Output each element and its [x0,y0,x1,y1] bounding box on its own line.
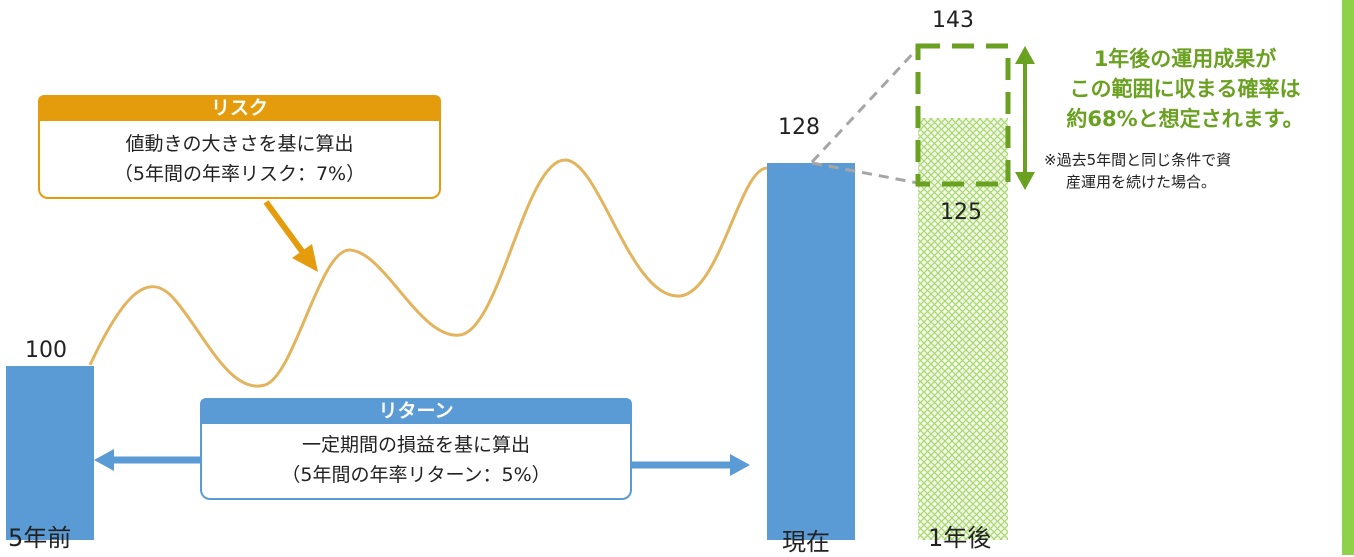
probability-note: 1年後の運用成果が この範囲に収まる確率は 約68%と想定されます。 [1040,44,1330,134]
range-box [915,43,1011,187]
return-arrow-left [94,449,200,471]
return-box-body: 一定期間の損益を基に算出 （5年間の年率リターン：5%） [200,424,632,500]
value-label-125: 125 [940,200,982,225]
category-label-5-years-ago: 5年前 [8,524,72,552]
probability-footnote-line2: 産運用を続けた場合。 [1066,173,1217,191]
risk-box-line1: 値動きの大きさを基に算出 [125,133,354,155]
return-box-line1: 一定期間の損益を基に算出 [301,434,530,456]
risk-wave-line [88,158,768,388]
value-label-143: 143 [932,8,974,33]
risk-box-title: リスク [38,95,441,121]
risk-pointer-arrow [263,200,318,272]
bar-one-year-later [918,118,1008,540]
category-label-one-year-later: 1年後 [928,524,992,552]
probability-footnote-line1: ※過去5年間と同じ条件で資 [1044,151,1232,169]
connector-line-top [810,46,920,164]
return-box-line2: （5年間の年率リターン：5%） [281,464,551,486]
probability-note-line1: 1年後の運用成果が [1093,47,1277,71]
risk-box-line2: （5年間の年率リスク：7%） [113,163,366,185]
bar-now [767,163,855,540]
value-label-128: 128 [778,115,820,140]
connector-line-bottom [811,161,919,185]
value-label-100: 100 [25,338,67,363]
return-box-title: リターン [200,398,632,424]
category-label-now: 現在 [782,528,830,556]
probability-note-line3: 約68%と想定されます。 [1066,107,1304,131]
right-edge-strip [1342,0,1354,555]
risk-box-body: 値動きの大きさを基に算出 （5年間の年率リスク：7%） [38,121,441,199]
return-arrow-right [631,454,750,476]
range-double-arrow [1015,46,1035,190]
bar-5-years-ago [6,366,94,540]
probability-note-line2: この範囲に収まる確率は [1069,77,1301,101]
